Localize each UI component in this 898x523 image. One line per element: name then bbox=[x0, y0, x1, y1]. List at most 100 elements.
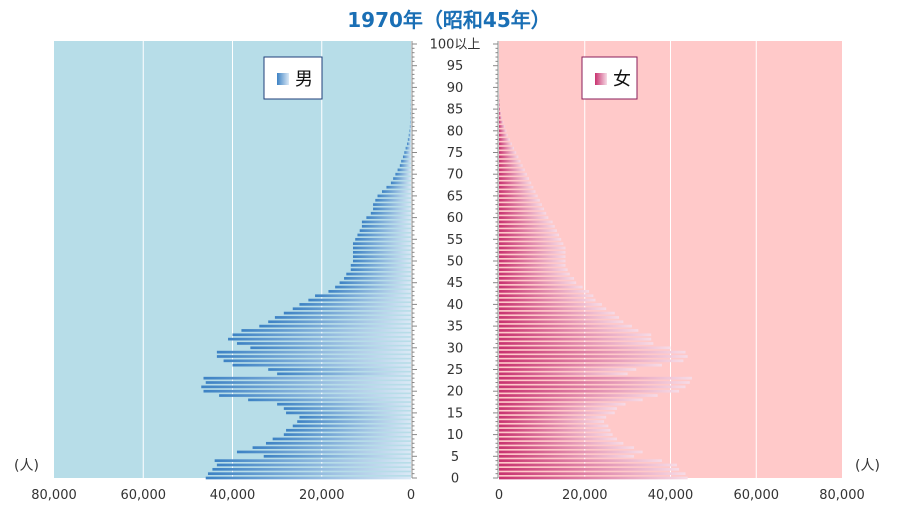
female-bar bbox=[499, 428, 611, 432]
female-bar bbox=[499, 316, 620, 319]
age-tick-label: 55 bbox=[447, 233, 464, 248]
female-bar bbox=[499, 224, 555, 228]
male-bar bbox=[219, 394, 411, 397]
female-bar bbox=[499, 133, 508, 137]
male-bar bbox=[286, 428, 411, 432]
male-unit-label: (人) bbox=[14, 458, 39, 474]
male-bar bbox=[205, 381, 411, 384]
female-bar bbox=[499, 168, 525, 172]
male-bar bbox=[250, 346, 411, 350]
female-bar bbox=[499, 237, 562, 241]
female-bar bbox=[499, 277, 575, 280]
male-bar bbox=[203, 389, 411, 393]
female-bar bbox=[499, 146, 515, 150]
age-tick-label: 70 bbox=[447, 168, 464, 183]
female-bar bbox=[499, 99, 500, 102]
age-tick-label: 85 bbox=[447, 103, 464, 118]
male-bar bbox=[328, 290, 411, 293]
female-bar bbox=[499, 420, 605, 423]
male-bar bbox=[335, 285, 411, 289]
female-bar bbox=[499, 263, 566, 267]
male-bar bbox=[377, 194, 411, 198]
male-bar bbox=[407, 138, 411, 141]
male-bar bbox=[346, 272, 411, 276]
female-bar bbox=[499, 424, 609, 428]
male-bar bbox=[373, 207, 411, 211]
male-bar bbox=[373, 203, 411, 206]
age-tick-label: 90 bbox=[447, 81, 464, 96]
age-tick-label: 65 bbox=[447, 189, 464, 204]
male-bar bbox=[203, 376, 411, 380]
female-bar bbox=[499, 311, 615, 315]
age-tick-label: 25 bbox=[447, 363, 464, 378]
female-bar bbox=[499, 389, 680, 393]
female-bar bbox=[499, 281, 577, 285]
male-bar bbox=[350, 268, 411, 272]
female-bar bbox=[499, 441, 624, 445]
female-bar bbox=[499, 177, 530, 180]
female-bar bbox=[499, 298, 596, 302]
female-bar bbox=[499, 407, 617, 410]
female-bar bbox=[499, 320, 624, 324]
age-tick-label: 5 bbox=[451, 450, 459, 465]
female-bar bbox=[499, 467, 680, 471]
female-value-tick-label: 80,000 bbox=[819, 488, 865, 503]
female-bar bbox=[499, 290, 590, 293]
male-bar bbox=[344, 277, 411, 280]
female-bars bbox=[499, 42, 692, 480]
male-bar bbox=[283, 407, 411, 410]
female-bar bbox=[499, 103, 500, 107]
female-bar bbox=[499, 337, 652, 341]
male-bar bbox=[283, 433, 411, 436]
male-legend-label: 男 bbox=[295, 69, 313, 90]
male-legend-swatch bbox=[277, 73, 289, 85]
female-bar bbox=[499, 454, 635, 458]
female-bar bbox=[499, 194, 538, 198]
female-bar bbox=[499, 198, 540, 202]
female-value-axis: 0 20,000 40,000 60,000 80,000 bbox=[495, 488, 865, 503]
female-bar bbox=[499, 250, 566, 254]
male-bar bbox=[268, 368, 411, 371]
male-value-tick-label: 60,000 bbox=[121, 488, 167, 503]
male-legend-box bbox=[263, 56, 323, 100]
female-bar bbox=[499, 151, 517, 154]
female-value-tick-label: 20,000 bbox=[562, 488, 608, 503]
male-bar bbox=[401, 159, 411, 163]
female-bar bbox=[499, 450, 643, 454]
male-bar bbox=[277, 372, 411, 376]
male-bar bbox=[216, 463, 411, 467]
age-tick-label: 95 bbox=[447, 59, 464, 74]
male-bar bbox=[259, 324, 411, 328]
female-bar bbox=[499, 255, 566, 259]
male-bar bbox=[268, 320, 411, 324]
age-tick-label: 75 bbox=[447, 146, 464, 161]
female-bar bbox=[499, 342, 654, 345]
female-bar bbox=[499, 385, 686, 389]
female-bar bbox=[499, 233, 560, 237]
male-bar bbox=[390, 181, 411, 185]
male-bar bbox=[366, 216, 411, 219]
male-bar bbox=[405, 146, 411, 150]
female-bar bbox=[499, 437, 617, 441]
male-bar bbox=[236, 450, 411, 454]
female-value-tick-label: 40,000 bbox=[648, 488, 694, 503]
female-bar bbox=[499, 246, 566, 250]
male-bar bbox=[232, 333, 411, 337]
female-bar bbox=[499, 272, 570, 276]
age-tick-label: 30 bbox=[447, 341, 464, 356]
male-bar bbox=[339, 281, 411, 285]
female-bar bbox=[499, 164, 523, 167]
female-bar bbox=[499, 242, 564, 245]
male-bar bbox=[352, 242, 411, 245]
male-bar bbox=[283, 311, 411, 315]
male-bar bbox=[272, 437, 411, 441]
male-bar bbox=[315, 294, 411, 298]
female-bar bbox=[499, 433, 613, 436]
female-bar bbox=[499, 350, 686, 354]
male-bars bbox=[201, 64, 411, 480]
female-bar bbox=[499, 294, 594, 298]
male-bar bbox=[216, 355, 411, 358]
male-bar bbox=[399, 164, 411, 167]
male-bar bbox=[299, 415, 411, 419]
female-legend-label: 女 bbox=[613, 69, 631, 90]
